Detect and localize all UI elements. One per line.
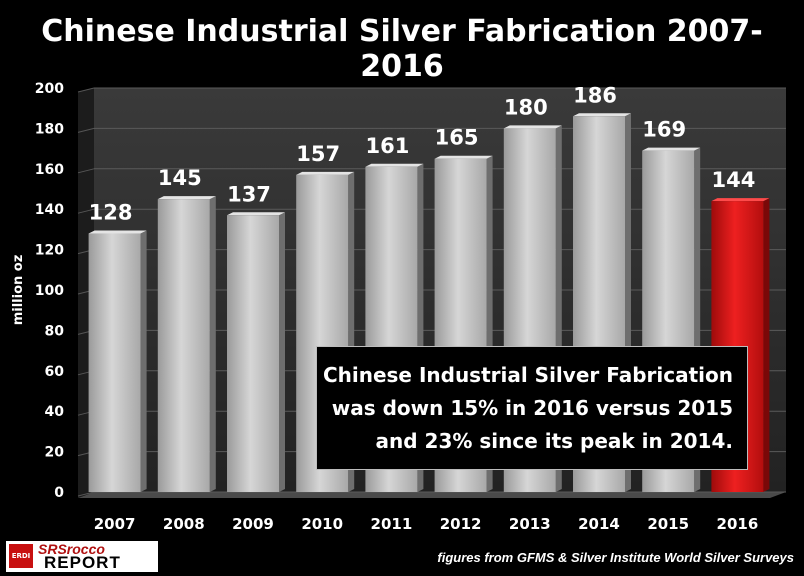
bar-2007 [88,230,147,492]
x-tick-label: 2013 [509,515,551,533]
bar-front [88,233,141,492]
gridline-diagonal [77,127,95,133]
y-axis: 0 20 40 60 80 100 120 140 160 180 200 [35,81,64,501]
bar-top [573,113,631,117]
y-tick-label: 40 [45,404,65,420]
bar-top [88,230,147,234]
y-tick-label: 60 [45,364,65,380]
x-tick-label: 2012 [440,515,482,533]
data-label: 157 [296,142,340,166]
logo-line-2: REPORT [44,553,121,572]
bar-2008 [157,196,216,492]
x-tick-label: 2007 [94,515,136,533]
x-tick-label: 2010 [301,515,343,533]
data-label: 161 [365,134,409,158]
x-axis: 2007 2008 2009 2010 2011 2012 2013 2014 2015 2016 [94,515,759,533]
bar-top [365,163,424,167]
bar-side [209,196,216,492]
srsrocco-logo: ERDI SRSrocco REPORT [5,540,159,573]
chart-title: Chinese Industrial Silver Fabrication 20… [41,14,763,84]
bar-2009 [227,212,285,492]
bar-top [157,196,216,200]
bar-top [296,171,355,175]
x-tick-label: 2009 [232,515,274,533]
bar-top [434,155,493,159]
data-label: 128 [89,200,133,224]
source-note: figures from GFMS & Silver Institute Wor… [437,550,794,565]
y-tick-label: 160 [35,162,64,178]
y-tick-label: 200 [35,81,64,97]
data-label: 145 [158,166,202,190]
logo-badge: ERDI [9,544,33,568]
y-axis-label: million oz [11,255,26,326]
annotation-box: Chinese Industrial Silver Fabrication wa… [316,346,748,470]
gridline-diagonal [77,168,95,174]
floor [78,492,786,498]
y-tick-label: 140 [35,202,64,218]
y-tick-label: 180 [35,121,64,137]
x-tick-label: 2008 [163,515,205,533]
x-tick-label: 2014 [578,515,620,533]
gridline-diagonal [77,208,95,214]
annotation-line: Chinese Industrial Silver Fabrication [322,363,733,387]
bar-side [763,198,770,492]
bar-side [140,230,147,492]
bar-front [227,215,279,492]
y-tick-label: 0 [54,485,64,501]
annotation-line: and 23% since its peak in 2014. [375,429,733,453]
gridline-diagonal [77,87,95,93]
bar-top [711,198,770,202]
bar-top [503,125,562,129]
y-tick-label: 100 [35,283,64,299]
data-label: 165 [435,126,479,150]
gridline-diagonal [77,491,95,497]
data-labels: 128 145 137 157 161 165 180 186 169 144 [89,83,756,224]
x-tick-label: 2015 [647,515,689,533]
annotation-text: Chinese Industrial Silver Fabrication wa… [323,359,733,458]
annotation-line: was down 15% in 2016 versus 2015 [331,396,733,420]
bar-top [227,212,285,216]
data-label: 137 [227,182,271,206]
x-tick-label: 2016 [717,515,759,533]
bar-front [157,199,210,492]
y-tick-label: 20 [45,445,65,461]
y-tick-label: 120 [35,243,64,259]
data-label: 186 [573,83,617,107]
data-label: 144 [711,168,755,192]
x-tick-label: 2011 [371,515,413,533]
data-label: 169 [642,118,686,142]
y-tick-label: 80 [45,323,65,339]
bar-top [642,147,701,151]
logo-line-1: SRSrocco [38,541,105,557]
data-label: 180 [504,95,548,119]
bar-side [279,212,285,492]
